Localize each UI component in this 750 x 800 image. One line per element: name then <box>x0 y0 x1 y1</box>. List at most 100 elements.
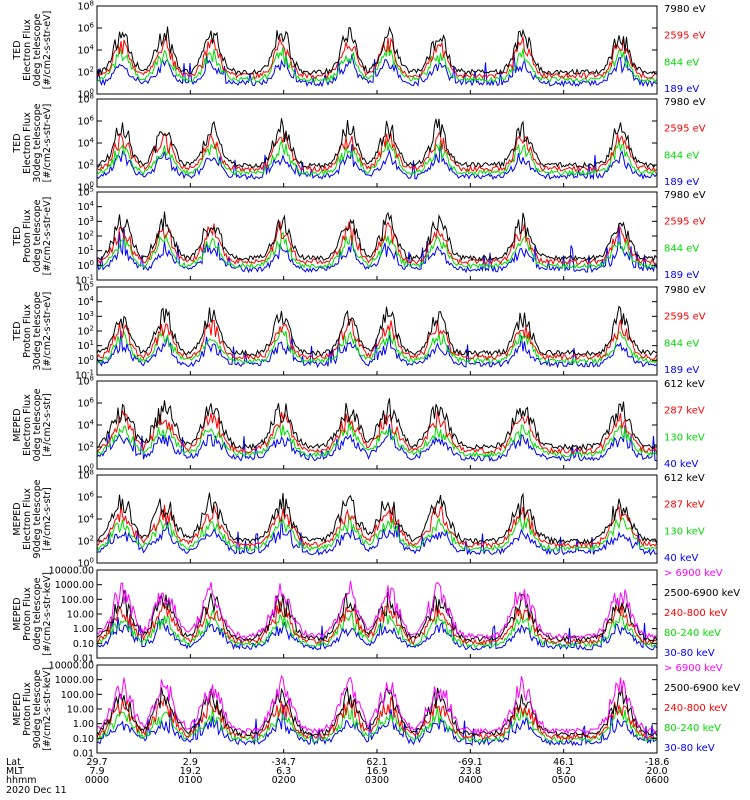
series-line-meped-electron-0deg-1 <box>96 410 657 455</box>
x-tick-time: 0100 <box>178 775 202 786</box>
y-label-line: [#/cm2-s-str-eV] <box>42 11 53 90</box>
y-tick-label: 102 <box>77 230 94 243</box>
panel-frame <box>96 474 658 564</box>
y-label-line: MEPED <box>12 692 23 725</box>
legend-entry: 2595 eV <box>664 217 706 228</box>
y-label-line: TED <box>12 226 23 246</box>
series-line-meped-electron-0deg-2 <box>96 422 657 459</box>
y-tick-label: 1000.00 <box>55 580 94 591</box>
legend-entry: 612 keV <box>664 379 705 390</box>
legend-entry: 40 keV <box>664 459 698 470</box>
legend-entry: 2595 eV <box>664 312 706 323</box>
x-tick-time: 0000 <box>85 775 109 786</box>
x-tick-mlt: 19.2 <box>180 766 201 777</box>
x-tick-time: 0300 <box>365 775 389 786</box>
x-tick-lat: -18.6 <box>645 757 670 768</box>
y-label-line: Proton Flux <box>22 304 33 358</box>
y-tick-label: 10-1 <box>75 369 94 382</box>
y-label-line: Proton Flux <box>22 682 33 736</box>
y-axis-label: MEPED Proton Flux 90deg telescope [#/cm2-s-… <box>12 667 53 751</box>
y-label-line: Proton Flux <box>22 209 33 263</box>
x-tick-mlt: 7.9 <box>89 766 104 777</box>
y-tick-label: 100.00 <box>61 690 94 701</box>
series-line-ted-electron-0deg-3 <box>96 52 657 88</box>
y-tick-label: 10.00 <box>67 705 94 716</box>
x-tick-mlt: 8.2 <box>556 766 571 777</box>
legend-entry: 844 eV <box>664 338 699 349</box>
panel-ted-electron-30deg: 100 102 104 106 108 TED Electron Flux 30deg tel… <box>12 93 706 194</box>
series-line-ted-electron-30deg-1 <box>96 132 657 173</box>
y-label-line: 30deg telescope <box>32 103 43 182</box>
x-row-label: Lat <box>6 757 21 768</box>
y-axis-label: TED Proton Flux 0deg telescope [#/cm2-s-str… <box>12 197 53 276</box>
legend-entry: 7980 eV <box>664 190 706 201</box>
y-tick-label: 102 <box>77 325 94 338</box>
y-label-line: Electron Flux <box>22 488 33 550</box>
y-label-line: Electron Flux <box>22 19 33 81</box>
series-line-meped-electron-90deg-1 <box>96 504 657 549</box>
y-tick-label: 10-1 <box>75 274 94 287</box>
y-tick-label: 100 <box>77 88 94 101</box>
y-axis-label: MEPED Electron Flux 90deg telescope [#/cm2-… <box>12 479 53 558</box>
y-tick-label: 100 <box>77 354 94 367</box>
legend-entry: 30-80 keV <box>664 648 715 659</box>
legend: 7980 eV 2595 eV 844 eV 189 eV <box>664 190 706 281</box>
x-tick-mlt: 6.3 <box>276 766 291 777</box>
y-tick-label: 104 <box>77 44 94 57</box>
legend-entry: 7980 eV <box>664 285 706 296</box>
y-label-line: TED <box>12 40 23 60</box>
y-tick-label: 103 <box>77 215 94 228</box>
y-tick-label: 108 <box>77 469 94 482</box>
y-tick-label: 108 <box>77 93 94 106</box>
legend-entry: 844 eV <box>664 243 699 254</box>
y-axis-label: TED Electron Flux 0deg telescope [#/cm2-s-s… <box>12 11 53 90</box>
legend: > 6900 keV 2500-6900 keV 240-800 keV 80-240… <box>664 663 740 754</box>
x-tick-time: 0500 <box>552 775 576 786</box>
y-label-line: 90deg telescope <box>32 479 43 558</box>
series-line-meped-proton-90deg-1 <box>96 686 657 738</box>
x-tick-lat: -69.1 <box>458 757 483 768</box>
legend-entry: 240-800 keV <box>664 608 728 619</box>
panel-frame <box>96 664 658 754</box>
legend-entry: 189 eV <box>664 84 699 95</box>
y-axis-label: MEPED Proton Flux 0deg telescope [#/cm2-s-s… <box>12 572 53 656</box>
y-tick-label: 108 <box>77 375 94 388</box>
y-label-line: 90deg telescope <box>32 669 43 748</box>
y-tick-label: 10.00 <box>67 610 94 621</box>
y-tick-label: 102 <box>77 159 94 172</box>
legend: 612 keV 287 keV 130 keV 40 keV <box>664 473 705 564</box>
y-label-line: 0deg telescope <box>32 199 43 272</box>
y-label-line: [#/cm2-s-str-eV] <box>42 292 53 371</box>
series-line-ted-electron-0deg-0 <box>96 25 657 76</box>
legend-entry: > 6900 keV <box>664 663 723 674</box>
series-line-ted-proton-30deg-0 <box>96 305 657 358</box>
y-tick-label: 105 <box>77 186 94 199</box>
y-axis-label: TED Proton Flux 30deg telescope [#/cm2-s-st… <box>12 291 53 370</box>
series-line-ted-electron-30deg-0 <box>96 118 657 169</box>
series-line-meped-proton-90deg-4 <box>96 704 657 747</box>
series-line-meped-electron-90deg-2 <box>96 514 657 553</box>
series-line-meped-electron-0deg-3 <box>96 424 657 462</box>
y-tick-label: 102 <box>77 535 94 548</box>
y-tick-label: 104 <box>77 137 94 150</box>
x-tick-lat: -34.7 <box>271 757 296 768</box>
legend-entry: 2595 eV <box>664 31 706 42</box>
legend-entry: 189 eV <box>664 177 699 188</box>
y-tick-label: 108 <box>77 0 94 13</box>
y-tick-label: 106 <box>77 115 94 128</box>
y-tick-label: 1000.00 <box>55 675 94 686</box>
y-tick-label: 100 <box>77 181 94 194</box>
y-tick-label: 105 <box>77 281 94 294</box>
y-axis-label: TED Electron Flux 30deg telescope [#/cm2-s-… <box>12 103 53 182</box>
y-tick-label: 106 <box>77 491 94 504</box>
series-line-meped-proton-0deg-0 <box>96 580 657 640</box>
y-tick-label: 102 <box>77 66 94 79</box>
y-label-line: [#/cm2-s-str-eV] <box>42 104 53 183</box>
legend: 7980 eV 2595 eV 844 eV 189 eV <box>664 97 706 188</box>
y-label-line: 0deg telescope <box>32 13 43 86</box>
